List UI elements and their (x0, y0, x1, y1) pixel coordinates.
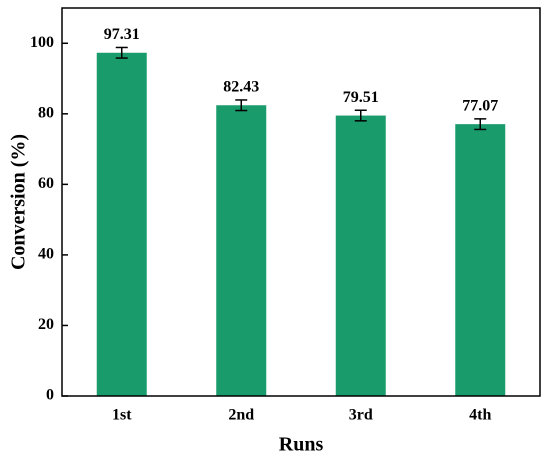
data-label: 77.07 (462, 98, 498, 115)
y-tick-label: 40 (38, 246, 54, 263)
bar (216, 105, 267, 396)
y-tick-label: 20 (38, 316, 54, 333)
y-axis-title: Conversion (%) (8, 134, 30, 270)
data-label: 97.31 (104, 26, 140, 43)
bar (335, 115, 386, 397)
x-axis-title: Runs (279, 434, 324, 456)
error-bar (474, 118, 487, 131)
error-bar (235, 99, 248, 112)
data-label: 82.43 (223, 79, 259, 96)
plot-frame (61, 7, 541, 397)
y-tick-label: 100 (30, 34, 54, 51)
bar (96, 52, 147, 397)
y-tick-label: 0 (46, 387, 54, 404)
bar (455, 124, 506, 397)
y-tick-label: 60 (38, 175, 54, 192)
x-tick-label: 2nd (228, 407, 254, 424)
x-tick-label: 1st (112, 407, 132, 424)
error-bar (354, 109, 367, 122)
x-tick-label: 4th (469, 407, 491, 424)
error-bar (115, 46, 128, 59)
data-label: 79.51 (343, 89, 379, 106)
y-tick-label: 80 (38, 104, 54, 121)
x-tick-label: 3rd (349, 407, 373, 424)
